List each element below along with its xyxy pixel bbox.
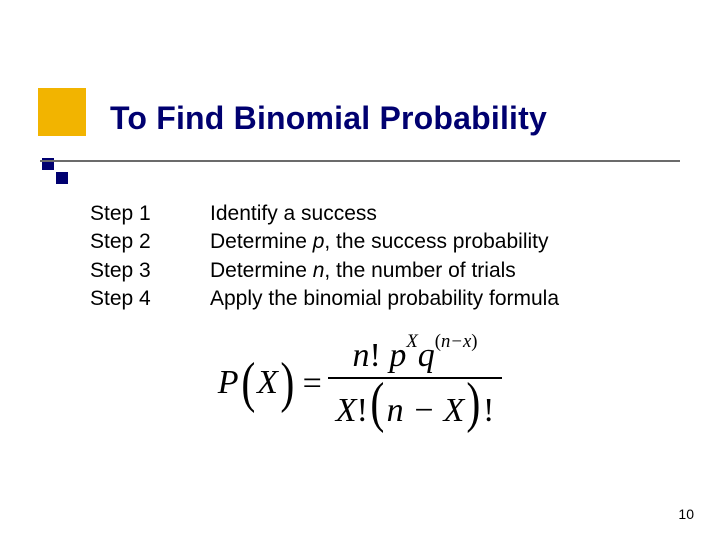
title-underline <box>40 160 680 162</box>
step-row: Step 3 Determine n, the number of trials <box>90 257 559 285</box>
step-desc: Determine p, the success probability <box>210 228 559 256</box>
step-label: Step 2 <box>90 228 210 256</box>
equals-sign: = <box>303 365 322 403</box>
title-area: To Find Binomial Probability <box>110 100 547 137</box>
formula-P: P <box>218 364 239 402</box>
formula-lhs: P ( X ) <box>218 361 297 406</box>
formula-denominator: X!(n − X)! <box>328 379 502 432</box>
steps-list: Step 1 Identify a success Step 2 Determi… <box>90 200 559 313</box>
formula-var: X <box>257 364 278 402</box>
step-row: Step 4 Apply the binomial probability fo… <box>90 285 559 313</box>
decor-big-square <box>38 88 86 136</box>
step-desc: Identify a success <box>210 200 559 228</box>
formula-fraction: n! pXq(n−x) X!(n − X)! <box>328 335 502 432</box>
step-label: Step 4 <box>90 285 210 313</box>
step-row: Step 2 Determine p, the success probabil… <box>90 228 559 256</box>
lparen-icon: ( <box>241 361 255 406</box>
step-desc: Determine n, the number of trials <box>210 257 559 285</box>
rparen-icon: ) <box>280 361 294 406</box>
formula: P ( X ) = n! pXq(n−x) X!(n − X)! <box>0 335 720 432</box>
step-label: Step 1 <box>90 200 210 228</box>
decor-small-bot <box>56 172 68 184</box>
page-title: To Find Binomial Probability <box>110 100 547 137</box>
step-label: Step 3 <box>90 257 210 285</box>
page-number: 10 <box>678 506 694 522</box>
formula-numerator: n! pXq(n−x) <box>345 335 486 377</box>
step-row: Step 1 Identify a success <box>90 200 559 228</box>
step-desc: Apply the binomial probability formula <box>210 285 559 313</box>
